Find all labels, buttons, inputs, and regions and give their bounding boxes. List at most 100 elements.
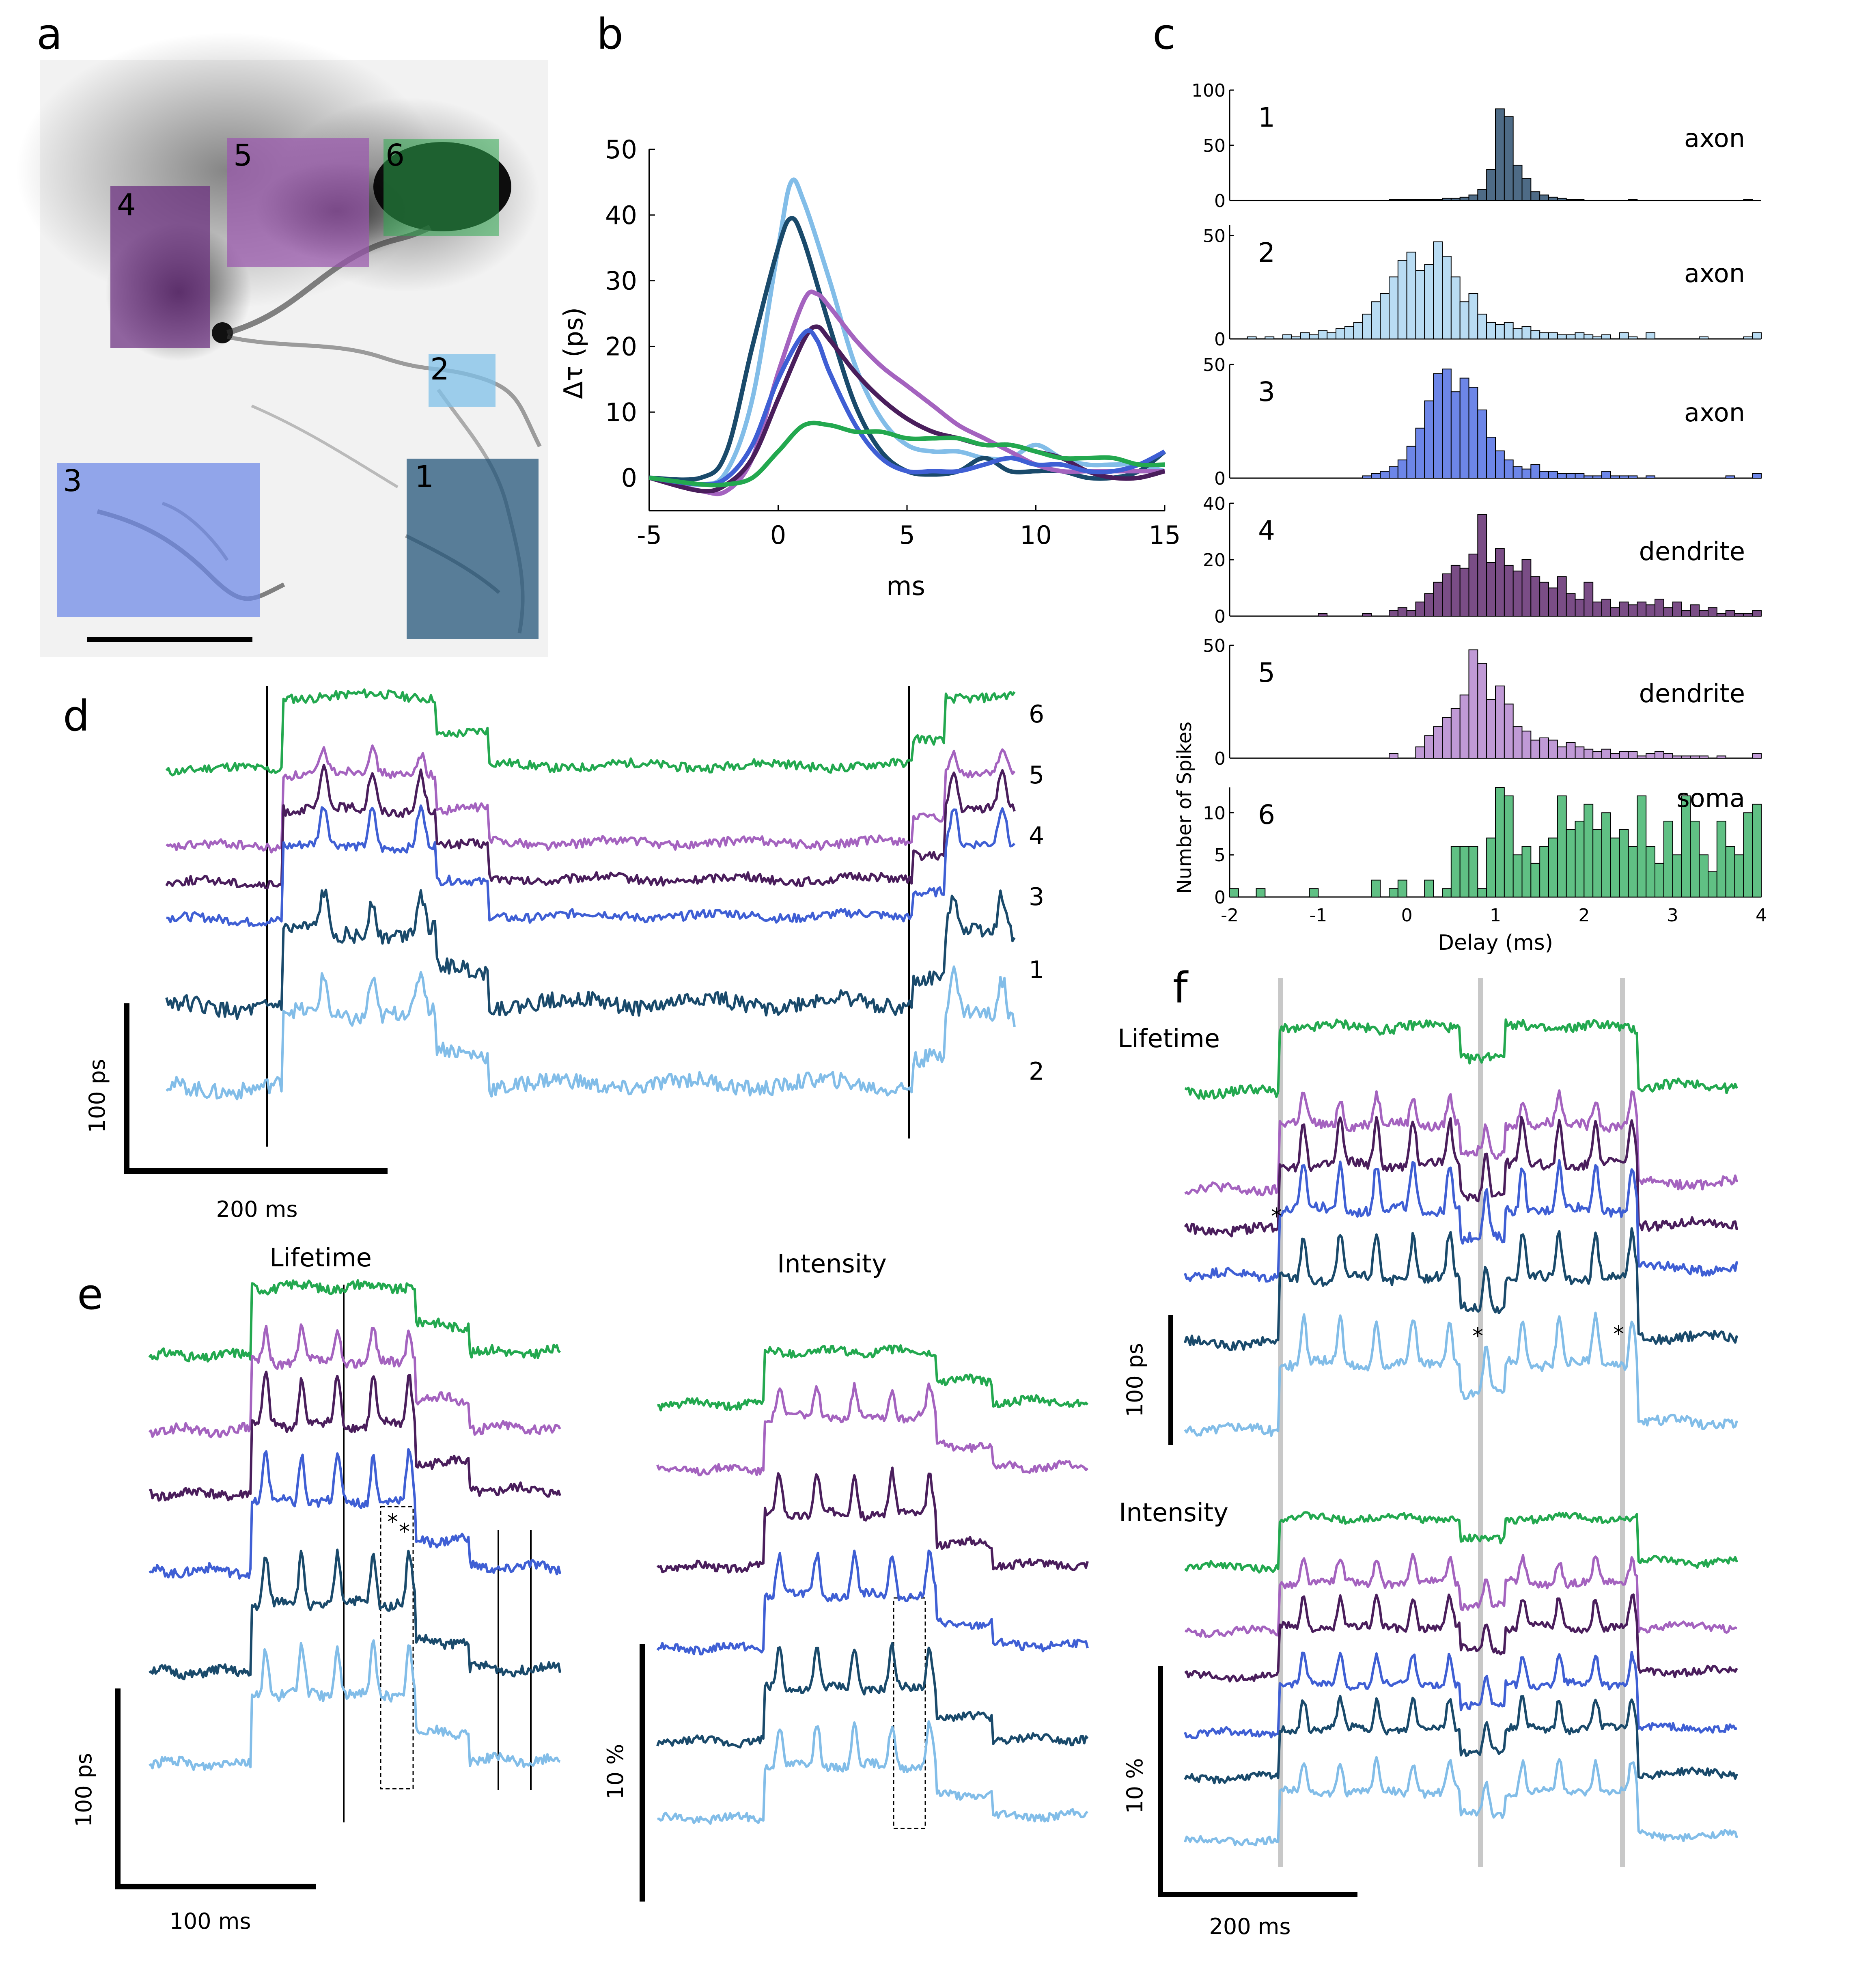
panel-e-lifetime-trace-2: [149, 1639, 561, 1771]
panel-c-hist-bar: [1459, 301, 1469, 340]
panel-c-hist-bar: [1309, 334, 1319, 339]
panel-c-hist-bar: [1548, 471, 1558, 479]
panel-c-hist-3: 0 50 3 axon: [1203, 355, 1762, 489]
panel-c-hist-bar: [1548, 196, 1558, 201]
panel-c-hist-bar: [1592, 602, 1603, 617]
panel-c-hist-bar: [1495, 324, 1505, 340]
panel-c-hist-bar: [1389, 753, 1398, 759]
panel-b-ytick-label: 20: [605, 332, 637, 361]
panel-d-scalebar-y-label: 100 ps: [84, 1059, 110, 1133]
panel-c-hist-bar: [1389, 888, 1398, 897]
roi-label-3: 3: [63, 464, 82, 498]
roi-label-1: 1: [415, 459, 434, 494]
panel-f-lifetime-trace-1: [1184, 1227, 1738, 1352]
roi-box-6: [383, 139, 499, 236]
panel-c-hist-bar: [1530, 191, 1540, 201]
neurite-2: [226, 335, 542, 448]
panel-c-ytick-label: 0: [1214, 887, 1226, 908]
panel-c-hist-bar: [1716, 755, 1726, 759]
panel-c-hist-bar: [1504, 459, 1514, 479]
panel-c-hist-bar: [1539, 737, 1549, 759]
panel-c-ytick-label: 50: [1203, 136, 1226, 156]
panel-f-asterisk-3: *: [1613, 1321, 1624, 1347]
panel-b-series: [648, 177, 1166, 496]
panel-b-ytick-label: 0: [621, 463, 637, 493]
panel-c-hist-1: 0 50 100 1 axon: [1191, 80, 1761, 211]
panel-c-hist-bar: [1592, 475, 1603, 479]
panel-c-hist-bar: [1734, 613, 1744, 617]
panel-letter-d: d: [63, 691, 90, 741]
panel-c-hist-bar: [1557, 198, 1567, 201]
panel-c-hist-bar: [1743, 812, 1753, 898]
panel-e-scalebar-x-label: 100 ms: [170, 1908, 251, 1934]
panel-e-lifetime-trace-1: [149, 1548, 561, 1681]
panel-c-hist-bar: [1734, 854, 1744, 897]
roi-label-2: 2: [430, 352, 449, 387]
panel-f-scalebar-top-label: 100 ps: [1122, 1343, 1148, 1417]
panel-c-hist-bar: [1610, 837, 1620, 898]
panel-c-hist-bar: [1663, 753, 1673, 759]
panel-b-ytick-label: 40: [605, 201, 637, 230]
panel-c-ylabel: Number of Spikes: [1173, 722, 1196, 894]
panel-c-hist-bar: [1566, 334, 1576, 339]
panel-c-hist-bar: [1575, 332, 1585, 340]
panel-d-traces: 6 5 4 3 1 2 100 ps 200 ms: [84, 686, 1044, 1222]
panel-c-hist-bar: [1628, 846, 1638, 897]
panel-c-hist-bar: [1557, 746, 1567, 759]
panel-c-hist-bar: [1371, 301, 1381, 340]
panel-b-ytick-label: 30: [605, 266, 637, 296]
panel-c-hist-bar: [1459, 567, 1469, 617]
panel-c-ytick-label: 50: [1203, 355, 1226, 375]
panel-c-hist-bar: [1450, 565, 1461, 617]
panel-a-image: 1 2 3 4 5 6: [16, 32, 548, 657]
panel-d-trace-4: [165, 763, 1016, 890]
panel-b-xlabel: ms: [886, 571, 925, 602]
panel-c-hist-bar: [1655, 862, 1664, 898]
panel-c-hist-bar: [1584, 582, 1594, 617]
panel-c-hist-bar: [1584, 748, 1594, 759]
roi-box-2: [429, 354, 496, 407]
panel-d-label-1: 1: [1029, 956, 1044, 984]
panel-c-hist-bar: [1752, 473, 1762, 479]
panel-c-hist-bar: [1433, 726, 1443, 759]
panel-c-hist-bar: [1442, 369, 1452, 479]
panel-c-hist-bar: [1655, 599, 1664, 617]
panel-c-hist-bar: [1389, 276, 1398, 339]
panel-c-hist-bar: [1628, 604, 1638, 617]
panel-c-ytick-label: 0: [1214, 748, 1226, 769]
panel-c-hist-bar: [1699, 336, 1708, 340]
panel-c-hist-bar: [1743, 199, 1753, 201]
panel-c-hist-bar: [1752, 610, 1762, 617]
panel-c-hist-bar: [1309, 888, 1319, 897]
panel-c-hist-bar: [1468, 649, 1478, 759]
panel-c-hist-bar: [1397, 459, 1407, 479]
panel-c-hist-bar: [1442, 888, 1452, 897]
panel-c-hist-bar: [1512, 854, 1523, 897]
panel-c-hist-bar: [1699, 854, 1708, 897]
panel-e-lifetime-trace-6: [148, 1279, 561, 1363]
panel-c-hist-bar: [1504, 795, 1514, 898]
panel-c-hist-bar: [1486, 699, 1496, 759]
panel-e-intensity-trace-6: [657, 1344, 1089, 1412]
roi-box-1: [407, 459, 539, 639]
panel-c-hist-bar: [1406, 610, 1416, 617]
panel-c-hist-bar: [1371, 473, 1381, 479]
panel-c-hist-bar: [1424, 199, 1434, 201]
panel-c-hist-bar: [1247, 336, 1257, 340]
panel-e-dashed-box-left: [380, 1506, 414, 1790]
panel-letter-e: e: [77, 1270, 103, 1319]
panel-c-hist-bar: [1433, 241, 1443, 340]
panel-c-hist-bar: [1265, 336, 1275, 340]
panel-c-hist-bar: [1592, 336, 1603, 340]
panel-c-hist-bar: [1601, 334, 1611, 339]
panel-c-hist-bar: [1389, 199, 1398, 201]
panel-c-hist-bar: [1601, 812, 1611, 898]
panel-c-hist-bar: [1433, 582, 1443, 617]
panel-c-hist-bar: [1521, 846, 1532, 897]
panel-c-hist-bar: [1512, 570, 1523, 617]
panel-c-hist-bar: [1450, 846, 1461, 897]
panel-f-intensity-trace-6: [1184, 1511, 1738, 1574]
panel-c-hist-bar: [1450, 198, 1461, 201]
panel-c-hist-bar: [1539, 332, 1549, 340]
panel-c-hist-bar: [1699, 755, 1708, 759]
